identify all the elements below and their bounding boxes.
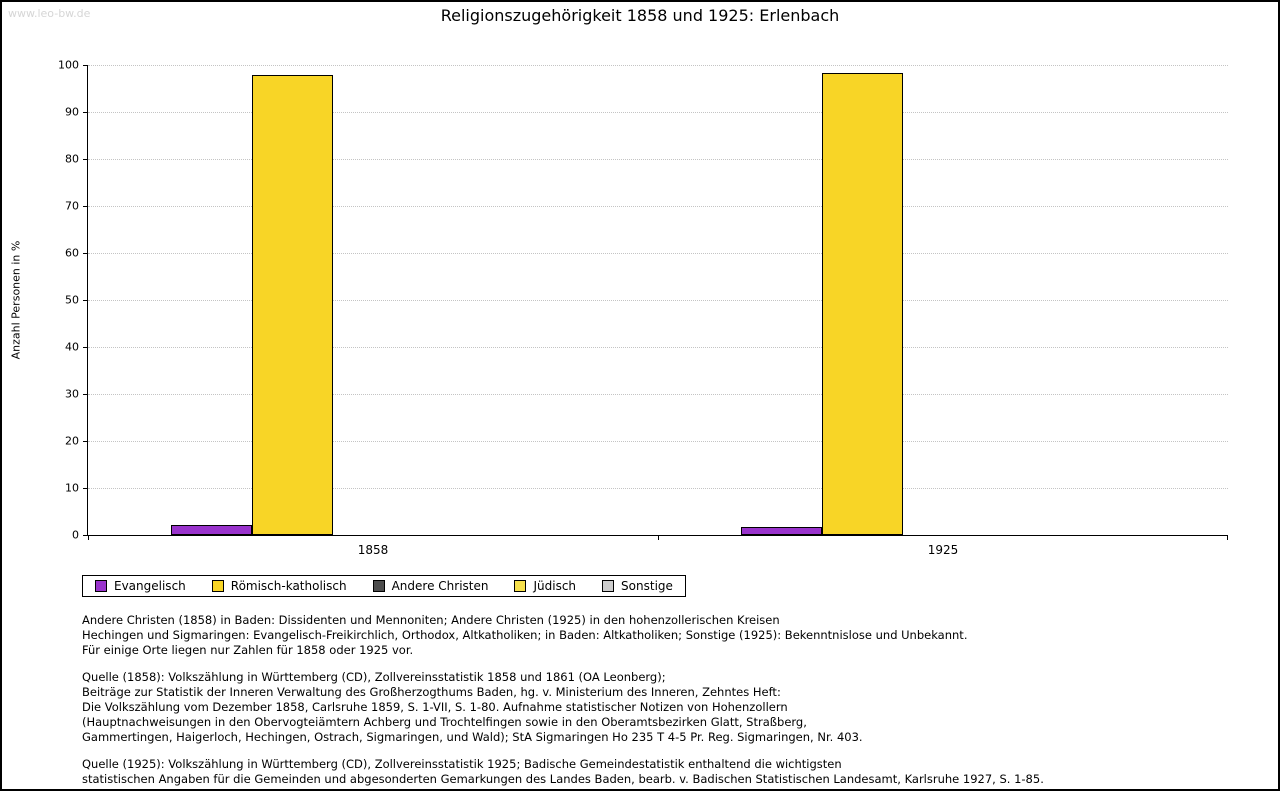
y-tick-label: 90 [65,105,79,119]
legend-label: Andere Christen [391,579,489,593]
y-gridline [88,441,1228,442]
legend-swatch-icon [602,580,615,592]
bar-evangelisch-1858 [170,524,252,535]
footnote-line: Gammertingen, Haigerloch, Hechingen, Ost… [82,729,863,744]
x-tick-label-1858: 1858 [357,543,389,557]
footnote-line: (Hauptnachweisungen in den Obervogteiämt… [82,714,807,729]
x-tick-mark [88,535,89,540]
y-tick-label: 40 [65,340,79,354]
y-tick-mark [83,488,88,489]
y-gridline [88,206,1228,207]
legend-item-r-misch-katholisch: Römisch-katholisch [211,579,347,593]
footnote-paragraph-1: Andere Christen (1858) in Baden: Disside… [82,613,1044,657]
legend-label: Sonstige [621,579,673,593]
y-tick-mark [83,206,88,207]
bar-evangelisch-1925 [740,527,822,535]
chart-legend: Evangelisch Römisch-katholisch Andere Chri… [82,575,686,597]
legend-item-j-disch: Jüdisch [514,579,576,593]
y-gridline [88,347,1228,348]
legend-swatch-icon [211,580,224,592]
y-tick-mark [83,112,88,113]
y-tick-label: 70 [65,199,79,213]
bar-r-misch-katholisch-1858 [251,75,333,535]
footnote-line: Quelle (1858): Volkszählung in Württembe… [82,670,666,685]
x-tick-label-1925: 1925 [927,543,959,557]
footnote-line: Die Volkszählung vom Dezember 1858, Carl… [82,699,788,714]
y-gridline [88,300,1228,301]
y-tick-mark [83,347,88,348]
legend-swatch-icon [514,580,527,592]
y-tick-mark [83,300,88,301]
footnote-paragraph-2: Quelle (1858): Volkszählung in Württembe… [82,670,1044,744]
footnote-line: Andere Christen (1858) in Baden: Disside… [82,613,780,627]
y-tick-mark [83,535,88,536]
y-gridline [88,253,1228,254]
footnotes: Andere Christen (1858) in Baden: Disside… [82,613,1044,800]
y-tick-label: 0 [72,528,79,542]
chart-title: Religionszugehörigkeit 1858 und 1925: Er… [440,6,840,25]
footnote-line: Quelle (1925): Volkszählung in Württembe… [82,757,842,772]
footnote-paragraph-3: Quelle (1925): Volkszählung in Württembe… [82,757,1044,787]
footnote-line: Beiträge zur Statistik der Inneren Verwa… [82,685,781,700]
legend-item-evangelisch: Evangelisch [95,579,186,593]
site-watermark: www.leo-bw.de [8,7,91,20]
y-tick-mark [83,65,88,66]
footnote-line: statistischen Angaben für die Gemeinden … [82,772,1044,787]
footnote-line: Hechingen und Sigmaringen: Evangelisch-F… [82,627,968,642]
x-tick-mark [658,535,659,540]
y-gridline [88,65,1228,66]
plot-area: 0 10 20 30 40 50 60 70 80 90 100 1858 1925 [58,60,1228,557]
legend-swatch-icon [372,580,385,592]
footnote-line: Für einige Orte liegen nur Zahlen für 18… [82,642,414,657]
x-tick-mark [1227,535,1228,540]
y-tick-mark [83,394,88,395]
legend-label: Römisch-katholisch [230,579,347,593]
bar-r-misch-katholisch-1925 [821,73,903,535]
y-tick-label: 50 [65,293,79,307]
y-tick-label: 100 [58,58,79,72]
legend-item-andere-christen: Andere Christen [372,579,489,593]
legend-label: Evangelisch [114,579,186,593]
y-gridline [88,488,1228,489]
y-tick-label: 30 [65,387,79,401]
y-gridline [88,159,1228,160]
y-tick-mark [83,253,88,254]
y-tick-mark [83,441,88,442]
y-axis-label: Anzahl Personen in % [9,240,23,360]
y-tick-label: 60 [65,246,79,260]
y-tick-mark [83,159,88,160]
y-tick-label: 10 [65,481,79,495]
y-gridline [88,112,1228,113]
y-gridline [88,394,1228,395]
y-tick-label: 80 [65,152,79,166]
legend-label: Jüdisch [533,579,577,593]
y-tick-label: 20 [65,434,79,448]
legend-swatch-icon [95,580,107,592]
legend-item-sonstige: Sonstige [602,579,673,593]
